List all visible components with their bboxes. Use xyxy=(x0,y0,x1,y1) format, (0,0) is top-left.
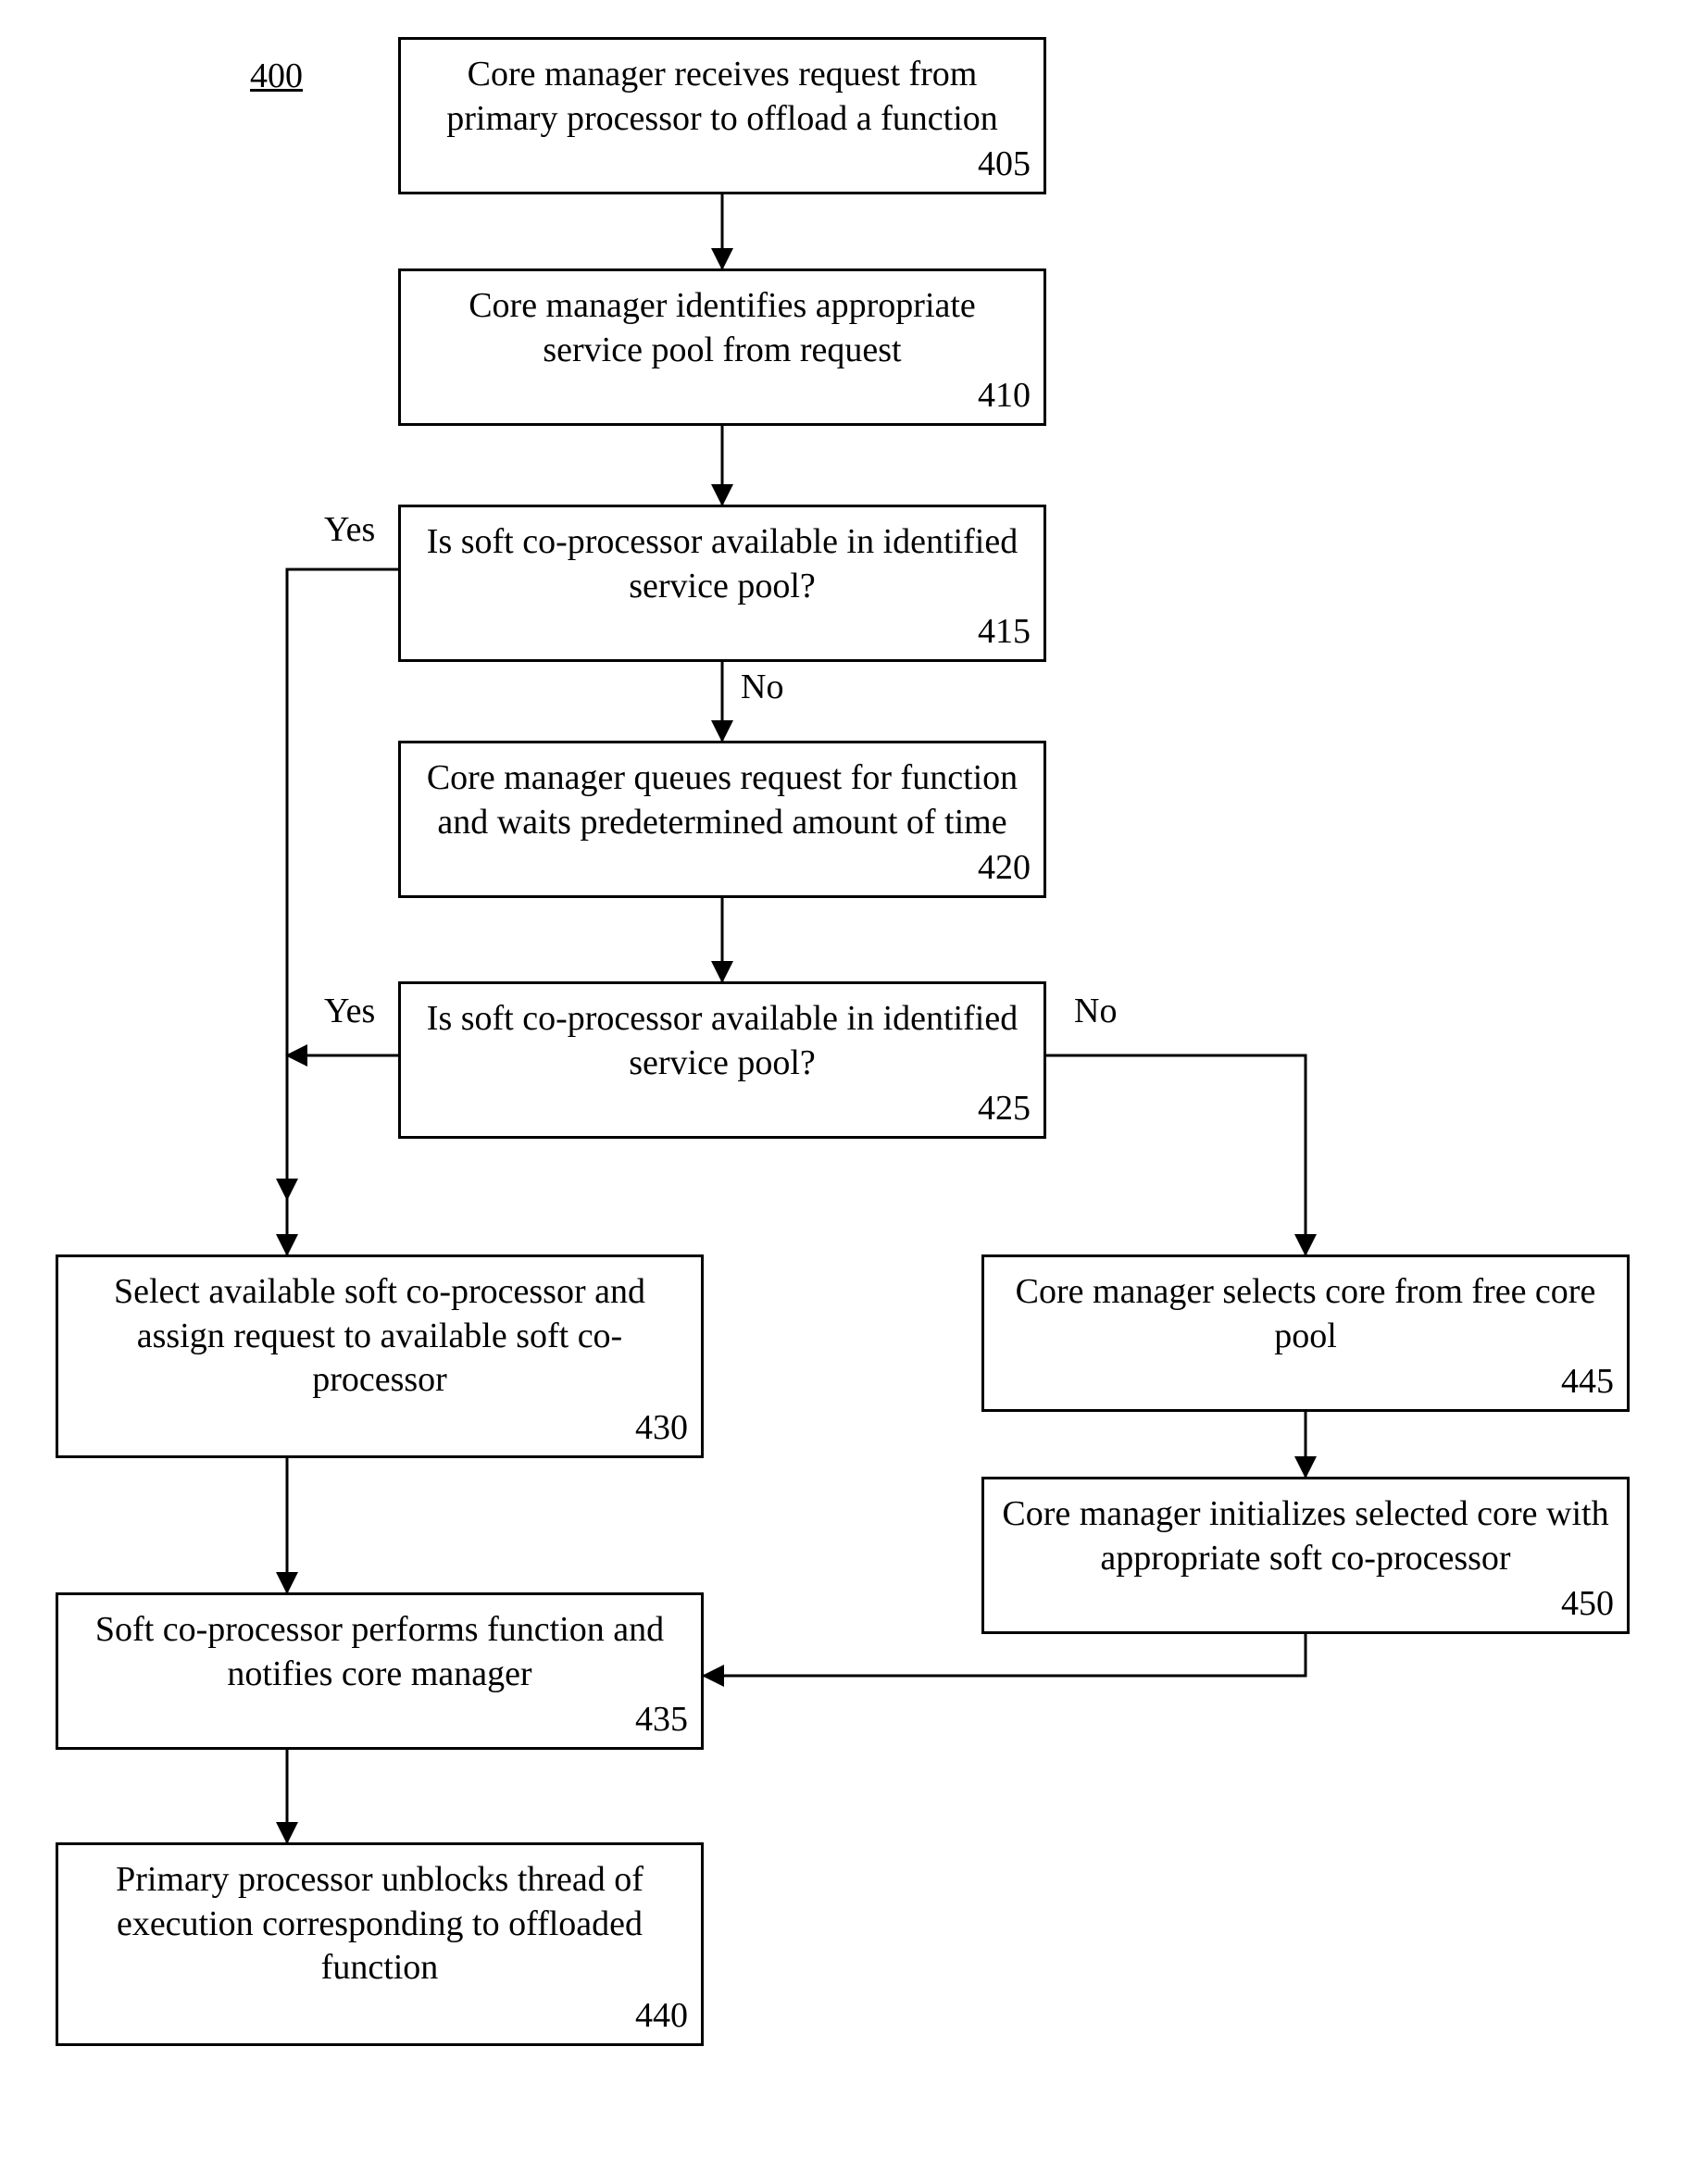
node-405: Core manager receives request from prima… xyxy=(398,37,1046,194)
node-410: Core manager identifies appropriate serv… xyxy=(398,268,1046,426)
node-430: Select available soft co-processor and a… xyxy=(56,1254,704,1458)
label-425-no: No xyxy=(1074,991,1117,1031)
node-410-text: Core manager identifies appropriate serv… xyxy=(418,284,1027,372)
node-435-num: 435 xyxy=(635,1699,688,1740)
label-415-no: No xyxy=(741,667,783,707)
node-415-text: Is soft co-processor available in identi… xyxy=(418,520,1027,608)
node-435-text: Soft co-processor performs function and … xyxy=(75,1608,684,1696)
node-420-num: 420 xyxy=(978,847,1031,888)
node-425: Is soft co-processor available in identi… xyxy=(398,981,1046,1139)
node-420-text: Core manager queues request for function… xyxy=(418,756,1027,844)
label-425-yes: Yes xyxy=(324,991,375,1031)
node-425-num: 425 xyxy=(978,1088,1031,1129)
node-450-num: 450 xyxy=(1561,1583,1614,1624)
node-435: Soft co-processor performs function and … xyxy=(56,1592,704,1750)
node-440: Primary processor unblocks thread of exe… xyxy=(56,1842,704,2046)
node-415: Is soft co-processor available in identi… xyxy=(398,505,1046,662)
node-415-num: 415 xyxy=(978,611,1031,652)
label-415-yes: Yes xyxy=(324,509,375,550)
edge-e425_no xyxy=(1046,1055,1306,1254)
flowchart-canvas: 400 Core manager receives request from p… xyxy=(0,0,1687,2184)
node-445-num: 445 xyxy=(1561,1361,1614,1402)
node-430-num: 430 xyxy=(635,1407,688,1448)
node-445: Core manager selects core from free core… xyxy=(981,1254,1630,1412)
edge-e415_yes xyxy=(287,569,398,1199)
node-440-text: Primary processor unblocks thread of exe… xyxy=(75,1858,684,1991)
node-440-num: 440 xyxy=(635,1995,688,2036)
figure-label: 400 xyxy=(250,56,303,96)
node-425-text: Is soft co-processor available in identi… xyxy=(418,997,1027,1085)
node-420: Core manager queues request for function… xyxy=(398,741,1046,898)
node-445-text: Core manager selects core from free core… xyxy=(1001,1270,1610,1358)
node-450: Core manager initializes selected core w… xyxy=(981,1477,1630,1634)
edge-e450_435 xyxy=(704,1634,1306,1676)
node-450-text: Core manager initializes selected core w… xyxy=(1001,1492,1610,1580)
node-405-text: Core manager receives request from prima… xyxy=(418,53,1027,141)
node-405-num: 405 xyxy=(978,144,1031,184)
node-410-num: 410 xyxy=(978,375,1031,416)
node-430-text: Select available soft co-processor and a… xyxy=(75,1270,684,1403)
